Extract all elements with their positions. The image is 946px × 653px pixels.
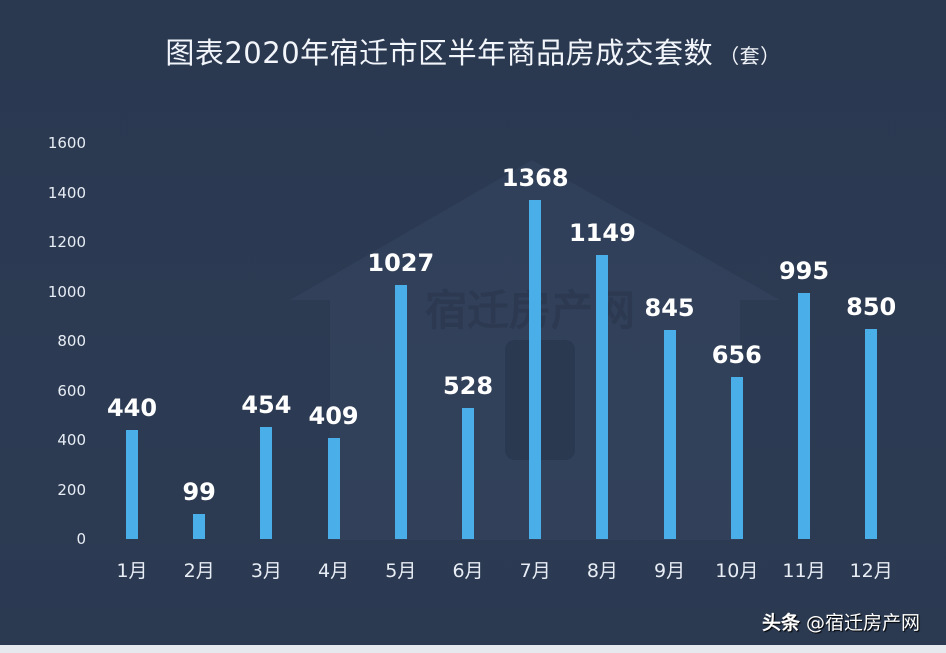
x-tick-label: 6月 (452, 560, 484, 582)
x-tick-label: 12月 (849, 560, 893, 582)
x-tick-label: 4月 (318, 560, 350, 582)
bar-7 (529, 200, 542, 539)
y-tick-label: 1400 (47, 183, 86, 202)
credit-watermark: 头条 @宿迁房产网 (762, 608, 920, 635)
x-tick-label: 8月 (586, 560, 618, 582)
y-tick-label: 400 (57, 431, 86, 449)
data-label: 440 (106, 394, 158, 423)
y-tick-label: 1600 (47, 134, 86, 152)
bar-11 (798, 292, 810, 539)
x-tick-label: 7月 (519, 560, 551, 582)
chart-title: 图表2020年宿迁市区半年商品房成交套数 （套） (0, 30, 946, 72)
chart-title-unit: （套） (719, 44, 781, 68)
data-label: 454 (241, 390, 292, 419)
y-tick-label: 200 (57, 480, 86, 499)
data-label: 845 (644, 293, 695, 322)
bar-2 (193, 514, 206, 539)
y-tick-label: 1000 (47, 282, 86, 301)
bar-4 (327, 437, 340, 539)
y-tick-label: 800 (57, 332, 86, 350)
x-tick-label: 11月 (782, 560, 826, 582)
data-label: 850 (846, 292, 897, 321)
bar-8 (596, 254, 609, 539)
y-tick-label: 600 (57, 381, 86, 400)
data-label: 99 (182, 478, 216, 507)
y-tick-label: 0 (76, 530, 86, 548)
bar-10 (730, 376, 743, 539)
x-tick-label: 3月 (250, 560, 282, 582)
data-label: 995 (778, 256, 830, 285)
y-tick-label: 1200 (47, 233, 86, 251)
x-tick-label: 2月 (183, 560, 215, 582)
bar-6 (462, 408, 474, 539)
bar-9 (663, 329, 676, 539)
data-label: 1027 (367, 248, 435, 277)
chart-title-text: 图表2020年宿迁市区半年商品房成交套数 (165, 36, 714, 70)
x-tick-label: 1月 (116, 560, 148, 582)
bar-5 (394, 284, 407, 539)
x-tick-label: 10月 (715, 560, 759, 582)
credit-handle: @宿迁房产网 (805, 612, 920, 634)
credit-platform: 头条 (761, 612, 800, 634)
bar-1 (126, 430, 138, 539)
data-label: 656 (711, 340, 762, 369)
bar-3 (260, 426, 273, 539)
data-label: 528 (442, 372, 494, 401)
x-tick-label: 5月 (385, 560, 417, 582)
data-label: 409 (308, 401, 359, 430)
x-tick-label: 9月 (654, 560, 686, 582)
data-label: 1149 (568, 218, 636, 247)
bottom-edge (0, 645, 946, 653)
data-label: 1368 (501, 164, 569, 193)
bar-12 (865, 328, 878, 539)
